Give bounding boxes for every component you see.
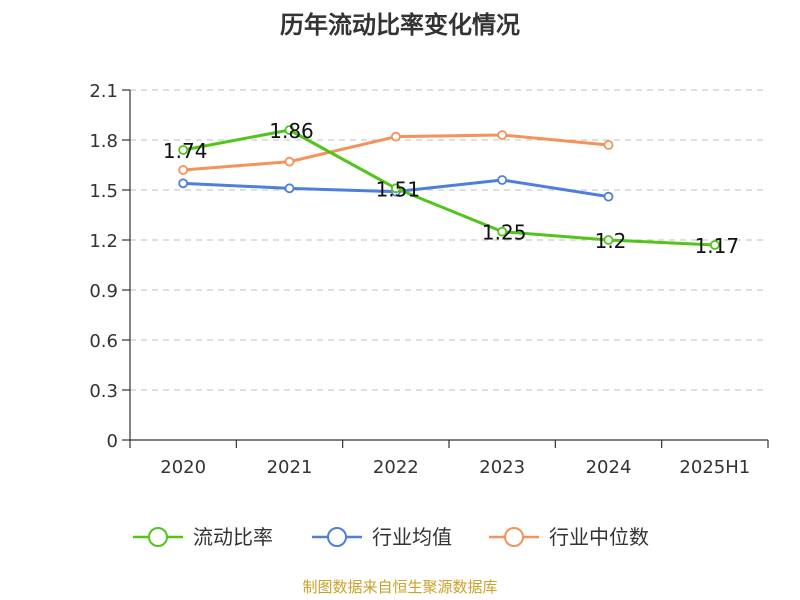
legend-swatch-marker [327,527,347,547]
legend-label: 行业中位数 [549,525,649,549]
data-label: 1.2 [595,229,627,253]
chart-title: 历年流动比率变化情况 [280,11,520,39]
series-line [182,128,715,247]
data-label: 1.51 [376,177,421,201]
legend-label: 流动比率 [193,525,273,549]
x-tick-label: 2023 [479,457,525,478]
data-point [390,131,401,142]
data-point [497,175,508,185]
data-point [178,145,189,155]
data-point [603,191,614,202]
legend-swatch-marker [148,527,168,547]
legend-swatch-marker [504,527,524,547]
x-tick-label: 2022 [373,457,419,478]
legend: 流动比率 行业均值 行业中位数 [133,525,649,549]
data-point [178,165,189,175]
y-tick-label: 1.2 [89,231,118,252]
data-point [497,130,508,140]
y-tick-label: 1.5 [89,181,118,202]
data-label: 1.25 [482,221,527,245]
data-label: 1.74 [163,139,208,163]
data-label: 1.86 [269,119,314,143]
y-tick-label: 1.8 [89,131,118,152]
data-point [284,183,295,194]
data-point [390,183,401,194]
series-layer [178,125,720,250]
axes: 0 0.3 0.6 0.9 1.2 1.5 1.8 2.1 2020 2021 2022 2023 20… [89,81,769,478]
x-tick-label: 2020 [160,457,206,478]
data-point [497,226,508,237]
y-tick-label: 0.6 [89,331,118,352]
grid-lines [130,89,768,391]
x-tick-label: 2024 [586,457,632,478]
y-tick-label: 2.1 [89,81,118,102]
data-point [284,156,295,167]
source-note: 制图数据来自恒生聚源数据库 [302,578,497,596]
data-point [603,140,614,150]
data-point [709,240,720,250]
x-tick-label: 2025H1 [679,457,750,478]
y-tick-label: 0.9 [89,281,118,302]
x-tick-label: 2021 [267,457,313,478]
data-point [284,125,295,135]
data-point [603,235,614,245]
data-label: 1.17 [695,234,740,258]
data-point [178,178,189,189]
data-labels: 1.74 1.86 1.51 1.25 1.2 1.17 [163,119,739,258]
y-tick-label: 0.3 [89,381,118,402]
legend-label: 行业均值 [372,525,452,549]
y-tick-label: 0 [107,431,118,452]
